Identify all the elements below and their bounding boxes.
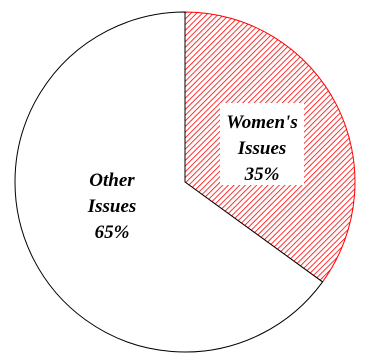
pie-labels: Women's Issues 35% Other Issues 65%: [87, 103, 304, 243]
slice-label-line: Issues: [237, 138, 287, 159]
slice-label-line: Issues: [87, 196, 137, 217]
label-background: [220, 103, 304, 185]
slice-label-line: 65%: [95, 222, 130, 243]
slice-label-line: Women's: [226, 112, 297, 133]
slice-label-1: Other Issues 65%: [87, 170, 137, 243]
slice-label-line: 35%: [244, 164, 280, 185]
slice-label-0: Women's Issues 35%: [220, 103, 304, 185]
slice-label-line: Other: [89, 170, 135, 191]
pie-slice-other-issues: [14, 11, 324, 353]
